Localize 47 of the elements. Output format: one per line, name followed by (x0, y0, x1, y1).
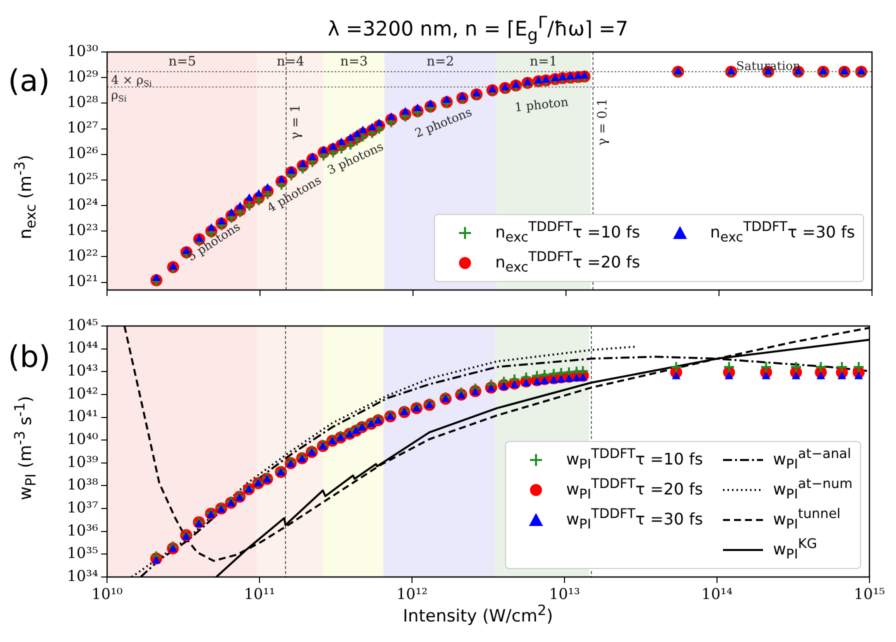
y-tick-label: 10³⁸ (66, 476, 98, 494)
y-tick-label: 10²⁷ (66, 118, 98, 137)
y-tick-label: 10²¹ (66, 272, 98, 290)
text: (a) (8, 64, 50, 99)
y-tick-label: 10²⁴ (66, 195, 98, 214)
y-tick-label: 10³⁶ (66, 521, 98, 540)
y-tick-label: 10³⁹ (66, 452, 98, 471)
x-tick-label: 10¹³ (548, 584, 580, 603)
annotation: γ = 0.1 (595, 98, 610, 146)
x-tick-label: 10¹⁴ (701, 584, 733, 603)
legend-label: w$_{PI}$$^{TDDFT}$τ =20 fs (566, 477, 703, 503)
legend-label: w$_{PI}$$^{TDDFT}$τ =30 fs (566, 507, 703, 533)
y-tick-label: 10³⁷ (66, 498, 98, 516)
y-tick-label: 10³⁰ (66, 42, 98, 60)
annotation: γ = 1 (288, 104, 304, 140)
text: (b) (8, 340, 50, 375)
y-tick-label: 10²⁵ (66, 170, 98, 188)
x-tick-label: 10¹⁵ (854, 584, 886, 603)
x-axis-title: Intensity (W/cm$^{2}$) (402, 603, 554, 627)
y-tick-label: 10²⁶ (66, 144, 98, 162)
x-tick-label: 10¹¹ (244, 584, 276, 603)
y-tick-label: 10⁴⁵ (66, 316, 98, 334)
band-label: n=1 (530, 54, 558, 70)
y-tick-label: 10⁴⁰ (66, 430, 98, 448)
legend-label: n$_{exc}$$^{TDDFT}$τ =30 fs (710, 220, 855, 246)
band-label: n=2 (426, 54, 454, 70)
x-tick-label: 10¹⁰ (92, 584, 123, 603)
band-label: n=4 (276, 54, 304, 70)
y-tick-label: 10²⁸ (66, 93, 98, 112)
chart-title: λ =3200 nm, n = ⌈E$_{g}$$^{Γ}$/ħω⌉ =7 (326, 12, 630, 45)
y-tick-label: 10⁴² (66, 384, 98, 402)
y-tick-label: 10⁴⁴ (66, 338, 98, 357)
annotation: 1 photon (514, 94, 570, 114)
y-tick-label: 10⁴³ (66, 362, 98, 380)
band-label: n=5 (168, 54, 196, 70)
y-tick-label: 10³⁴ (66, 566, 98, 585)
legend-label: w$_{PI}$$^{TDDFT}$τ =10 fs (566, 447, 703, 473)
y-tick-label: 10³⁵ (66, 544, 98, 562)
legend-label: n$_{exc}$$^{TDDFT}$τ =20 fs (495, 250, 640, 276)
y-tick-label: 10⁴¹ (66, 407, 98, 426)
y-tick-label: 10²² (66, 246, 98, 265)
y-tick-label: 10²⁹ (66, 67, 98, 86)
x-tick-label: 10¹² (396, 584, 428, 603)
y-tick-label: 10²³ (66, 221, 98, 240)
legend-label: n$_{exc}$$^{TDDFT}$τ =10 fs (495, 220, 640, 246)
band-label: n=3 (340, 54, 368, 70)
annotation: Saturation (736, 59, 801, 74)
